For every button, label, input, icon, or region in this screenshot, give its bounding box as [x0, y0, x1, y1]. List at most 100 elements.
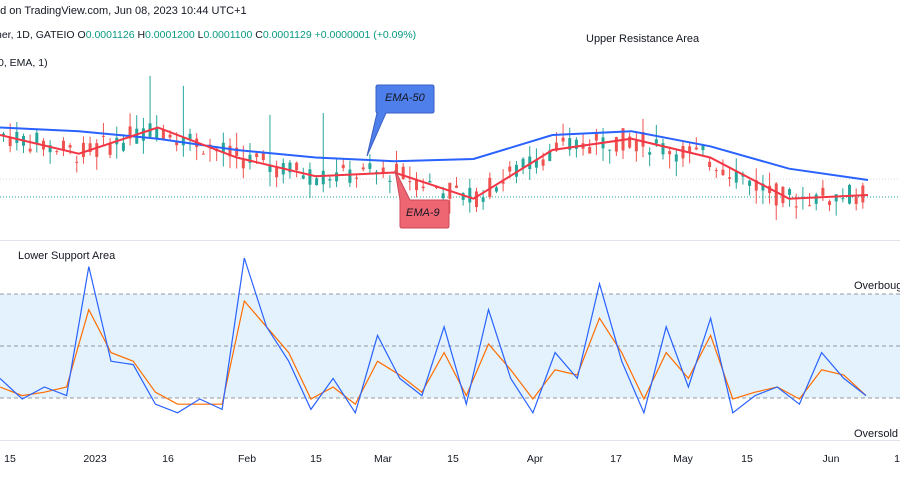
candle-up [2, 133, 5, 136]
time-axis-tick: 15 [310, 453, 322, 465]
ema-9-line[interactable] [0, 126, 869, 200]
time-axis-tick: 15 [741, 453, 753, 465]
candle-down [201, 153, 205, 155]
candle-down [561, 137, 565, 142]
candle-down [614, 137, 618, 152]
candle-up [328, 179, 332, 181]
time-axis-tick: 17 [610, 453, 622, 465]
candle-down [95, 143, 99, 157]
symbol-label: her, 1D, GATEIO [0, 29, 75, 41]
candle-down [454, 185, 458, 188]
candle-down [28, 148, 32, 152]
candle-up [674, 154, 678, 162]
candle-up [388, 180, 392, 182]
candle-down [861, 185, 865, 203]
candle-down [395, 163, 399, 175]
candle-up [494, 187, 498, 192]
candle-down [241, 160, 245, 169]
ohlc-key: H [134, 29, 146, 41]
candle-down [688, 146, 692, 153]
candle-up [121, 142, 125, 151]
ohlc-legend: her, 1D, GATEIO O0.0001126 H0.0001200 L0… [0, 29, 416, 41]
candle-up [514, 164, 518, 177]
candle-up [15, 131, 19, 144]
candle-up [548, 150, 552, 161]
ema-50-line[interactable] [0, 126, 869, 181]
candle-up [321, 170, 325, 185]
upper-resistance-label: Upper Resistance Area [586, 33, 700, 45]
candle-down [421, 186, 425, 189]
ohlc-key: C [252, 29, 263, 41]
overbought-label: Overbought [854, 280, 900, 292]
candle-up [648, 152, 652, 155]
candle-down [774, 183, 778, 206]
candle-down [341, 164, 345, 169]
ohlc-value: 0.0001100 [203, 29, 253, 41]
candle-down [68, 145, 72, 148]
candle-up [761, 183, 765, 191]
candle-up [248, 154, 252, 163]
time-axis-tick: Mar [373, 453, 393, 465]
candle-down [641, 132, 645, 147]
candle-down [794, 206, 798, 208]
candle-down [228, 145, 232, 157]
candle-up [528, 156, 532, 170]
candle-up [335, 172, 339, 182]
time-axis-tick: 2023 [83, 453, 107, 465]
lower-support-label: Lower Support Area [18, 250, 116, 262]
candle-up [534, 159, 538, 168]
candle-up [301, 175, 305, 179]
candle-up [734, 170, 738, 183]
candle-up [368, 163, 372, 169]
candle-down [101, 135, 105, 137]
candle-down [401, 166, 405, 180]
time-axis-tick: May [673, 453, 693, 465]
candle-down [408, 181, 412, 183]
candle-down [821, 187, 825, 196]
candle-up [288, 162, 292, 173]
candle-down [668, 151, 672, 155]
candle-down [594, 132, 598, 141]
candle-up [155, 127, 159, 140]
candle-up [608, 149, 612, 151]
candle-down [754, 180, 758, 191]
candle-up [441, 193, 445, 199]
candle-up [574, 139, 578, 149]
candle-down [808, 205, 812, 207]
candle-up [181, 137, 185, 146]
time-axis-tick: Jun [822, 453, 840, 465]
candle-up [521, 158, 525, 168]
candle-up [701, 145, 705, 151]
time-axis-tick: 15 [4, 453, 16, 465]
ema-50-callout [366, 84, 435, 157]
candle-up [788, 189, 792, 195]
time-axis-tick: 16 [162, 453, 174, 465]
candle-down [508, 166, 512, 172]
candle-down [435, 187, 438, 189]
candle-down [361, 167, 365, 170]
candle-up [188, 133, 192, 141]
candle-up [461, 193, 465, 200]
candle-up [814, 194, 818, 204]
candle-down [694, 147, 698, 150]
candle-up [654, 139, 658, 144]
candle-down [255, 153, 259, 158]
oscillator-layer [0, 257, 867, 415]
candle-up [315, 178, 319, 186]
candle-up [308, 169, 312, 185]
candle-down [128, 126, 132, 139]
published-info: ed on TradingView.com, Jun 08, 2023 10:4… [0, 5, 247, 17]
candle-down [8, 136, 12, 147]
candle-down [474, 191, 478, 208]
candle-down [261, 152, 265, 161]
time-axis-tick: Apr [526, 453, 544, 465]
ohlc-key: O [77, 29, 86, 41]
candle-down [628, 136, 632, 148]
candle-down [708, 161, 712, 168]
time-axis-tick: Feb [237, 453, 257, 465]
candle-down [588, 147, 592, 154]
candle-down [381, 167, 385, 173]
candle-down [168, 134, 172, 138]
candle-down [161, 129, 165, 139]
